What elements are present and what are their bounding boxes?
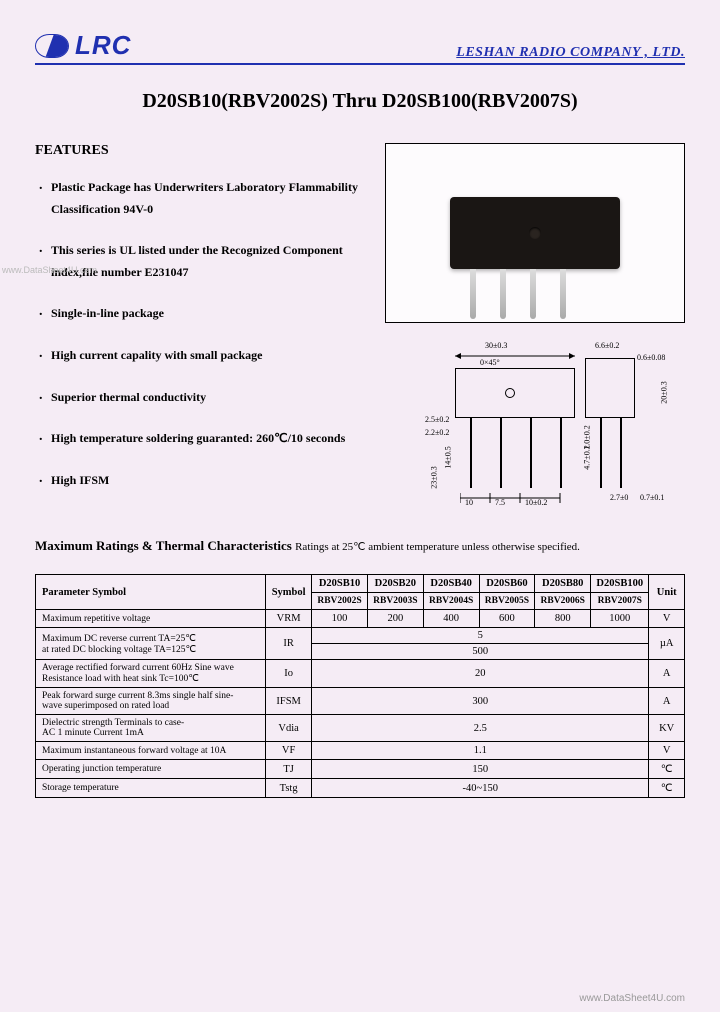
chip-pins [470,269,566,319]
content-row: FEATURES Plastic Package has Underwriter… [35,143,685,523]
feature-item: High IFSM [41,470,365,492]
feature-item: High current capality with small package [41,345,365,367]
features-section: FEATURES Plastic Package has Underwriter… [35,143,365,523]
chip-body [450,197,620,269]
ratings-heading: Maximum Ratings & Thermal Characteristic… [35,538,685,554]
logo-text: LRC [75,30,131,61]
feature-item: Single-in-line package [41,303,365,325]
feature-item: Plastic Package has Underwriters Laborat… [41,177,365,220]
feature-item: High temperature soldering guaranted: 26… [41,428,365,450]
page-header: LRC LESHAN RADIO COMPANY , LTD. [35,30,685,65]
company-name: LESHAN RADIO COMPANY , LTD. [456,45,685,61]
image-column: 30±0.3 6.6±0.2 0.6±0.08 20±0.3 0×45° 2.5… [385,143,685,523]
dimension-drawing: 30±0.3 6.6±0.2 0.6±0.08 20±0.3 0×45° 2.5… [385,333,685,523]
features-heading: FEATURES [35,143,365,159]
feature-item: This series is UL listed under the Recog… [41,240,365,283]
logo: LRC [35,30,131,61]
feature-list: Plastic Package has Underwriters Laborat… [35,177,365,491]
ratings-table: Parameter SymbolSymbolD20SB10D20SB20D20S… [35,574,685,798]
logo-icon [35,34,69,58]
product-photo [385,143,685,323]
page-title: D20SB10(RBV2002S) Thru D20SB100(RBV2007S… [35,90,685,113]
feature-item: Superior thermal conductivity [41,387,365,409]
footer-watermark: www.DataSheet4U.com [579,993,685,1004]
watermark-left: www.DataSheet4U.com [2,265,97,275]
